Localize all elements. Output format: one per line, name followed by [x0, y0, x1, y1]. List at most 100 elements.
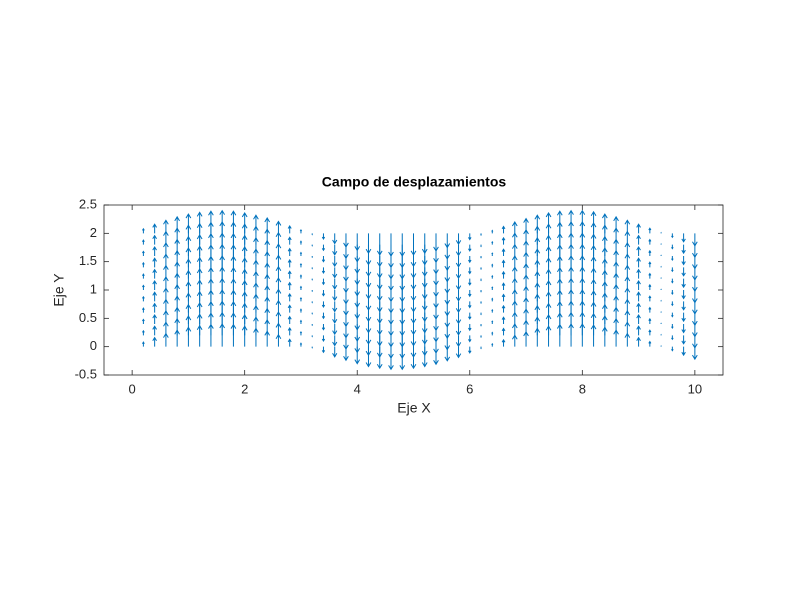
arrow	[480, 267, 482, 271]
arrow	[468, 290, 472, 298]
arrow	[511, 221, 518, 234]
arrow	[579, 209, 586, 234]
arrow	[287, 258, 292, 268]
arrow	[568, 209, 574, 234]
arrow	[681, 244, 686, 255]
arrow	[468, 267, 472, 275]
y-axis-label: Eje Y	[51, 273, 67, 307]
y-tick-label: 2.5	[79, 196, 97, 211]
arrow	[321, 256, 326, 263]
arrow	[534, 214, 541, 234]
arrow	[501, 282, 506, 290]
arrow	[491, 252, 494, 256]
arrow	[624, 219, 631, 234]
arrow	[142, 227, 145, 234]
arrow	[480, 233, 482, 237]
arrow	[671, 335, 674, 341]
arrow	[681, 335, 686, 345]
arrow	[287, 247, 292, 256]
arrow	[468, 346, 472, 354]
arrow	[455, 312, 462, 325]
arrow	[196, 211, 203, 234]
arrow	[545, 211, 552, 234]
arrow	[152, 313, 157, 324]
x-tick-label: 6	[466, 381, 473, 396]
arrow	[142, 261, 145, 268]
arrow	[491, 263, 494, 268]
arrow	[287, 304, 292, 313]
arrow	[480, 312, 482, 316]
arrow	[590, 210, 597, 234]
arrow	[648, 227, 652, 234]
arrow	[142, 318, 145, 324]
arrow	[299, 251, 303, 256]
arrow	[299, 342, 303, 347]
arrow	[501, 236, 506, 245]
arrow	[332, 290, 338, 302]
arrow	[321, 335, 326, 342]
arrow	[671, 312, 674, 318]
arrow	[468, 301, 472, 309]
arrow	[468, 324, 472, 332]
arrow	[491, 240, 494, 245]
arrow	[636, 268, 641, 279]
arrow	[142, 341, 145, 347]
arrow	[648, 317, 652, 324]
arrow	[455, 324, 462, 336]
chart-title: Campo de desplazamientos	[322, 174, 507, 190]
arrow	[321, 267, 326, 274]
arrow	[299, 285, 303, 290]
arrow	[332, 244, 338, 256]
arrow	[287, 292, 292, 302]
arrow	[648, 272, 652, 279]
arrow	[556, 210, 563, 234]
arrow	[491, 342, 494, 347]
arrow	[501, 327, 506, 336]
arrow	[321, 278, 326, 286]
arrow	[671, 256, 674, 261]
arrow	[275, 220, 282, 234]
x-tick-label: 4	[354, 381, 361, 396]
arrow	[636, 302, 641, 313]
arrow	[648, 283, 652, 290]
x-axis-label: Eje X	[397, 400, 431, 416]
arrow	[501, 338, 506, 347]
arrow	[299, 274, 303, 279]
arrow	[332, 256, 338, 268]
arrow	[142, 239, 145, 245]
arrow	[174, 215, 180, 234]
arrow	[648, 295, 652, 302]
x-tick-label: 10	[688, 381, 702, 396]
arrow	[321, 290, 326, 297]
arrow	[208, 210, 214, 234]
arrow	[152, 245, 157, 256]
arrow	[152, 279, 157, 290]
arrow	[299, 308, 303, 313]
arrow	[332, 301, 338, 313]
arrow	[468, 256, 472, 264]
y-tick-label: 0.5	[79, 310, 97, 325]
arrow	[480, 256, 482, 259]
arrow	[152, 257, 157, 268]
arrow	[681, 233, 686, 243]
arrow	[636, 245, 641, 256]
arrow	[287, 224, 292, 234]
arrow	[152, 223, 157, 234]
arrow	[388, 233, 394, 257]
arrow	[399, 233, 406, 257]
arrow	[152, 234, 157, 245]
arrow	[671, 278, 674, 284]
arrow	[152, 302, 157, 313]
arrow	[468, 233, 472, 241]
arrow	[480, 301, 482, 305]
arrow	[287, 326, 292, 336]
arrow	[219, 209, 226, 234]
arrow	[671, 301, 674, 307]
arrow	[332, 335, 338, 347]
arrow	[332, 324, 338, 336]
arrow	[636, 325, 641, 336]
arrow	[455, 256, 462, 268]
arrow	[321, 301, 326, 308]
arrow	[491, 331, 494, 336]
